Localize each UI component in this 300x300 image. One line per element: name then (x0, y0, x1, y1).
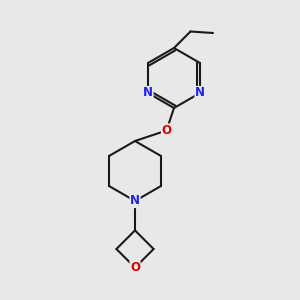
Text: O: O (161, 124, 172, 137)
Text: O: O (130, 261, 140, 274)
Text: N: N (195, 86, 205, 100)
Text: N: N (130, 194, 140, 208)
Text: N: N (143, 86, 153, 100)
